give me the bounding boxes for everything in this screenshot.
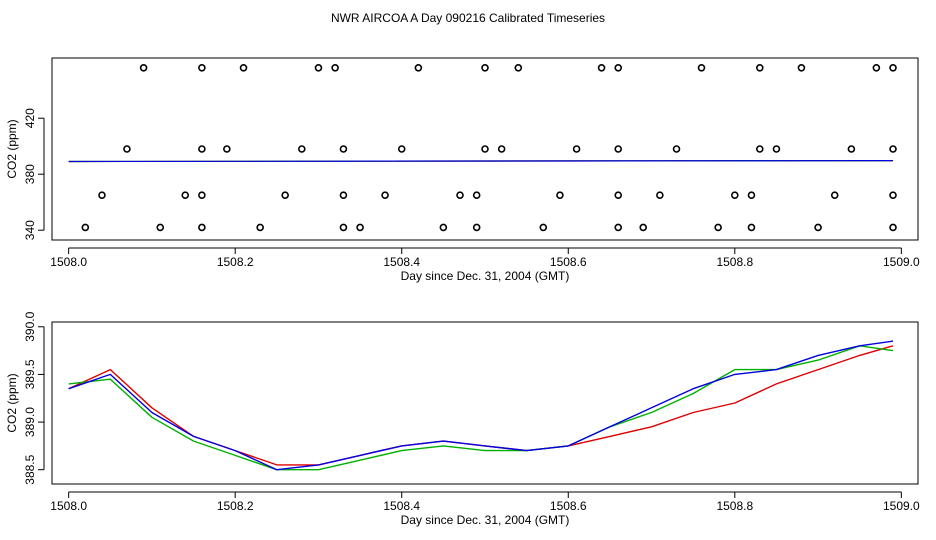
x-tick-label: 1508.8 xyxy=(716,499,753,513)
data-point xyxy=(339,223,348,232)
data-point xyxy=(539,223,548,232)
data-point xyxy=(256,223,264,232)
series-line-blue xyxy=(68,340,894,471)
bottom-panel: 1508.0 1508.2 1508.4 1508.6 1508.8 1509.0 Day … xyxy=(5,311,920,527)
data-point xyxy=(889,191,897,199)
x-tick-label: 1508.2 xyxy=(217,255,254,269)
data-point xyxy=(298,145,306,153)
data-point xyxy=(656,191,664,199)
x-tick-label: 1508.4 xyxy=(383,255,420,269)
data-point xyxy=(797,64,806,72)
data-point xyxy=(697,64,706,72)
data-point xyxy=(597,64,606,72)
data-point xyxy=(439,223,448,232)
data-point xyxy=(397,145,406,153)
y-axis-label: CO2 (ppm) xyxy=(5,373,19,432)
y-tick-label: 390.0 xyxy=(23,311,37,341)
data-point xyxy=(414,64,423,72)
data-point xyxy=(714,223,722,232)
y-tick-label: 388.5 xyxy=(23,454,37,484)
x-tick-label: 1508.2 xyxy=(217,499,254,513)
top-panel: 1508.0 1508.2 1508.4 1508.6 1508.8 1509.0 Day … xyxy=(5,57,920,283)
x-axis-label: Day since Dec. 31, 2004 (GMT) xyxy=(401,269,570,283)
x-tick-label: 1509.0 xyxy=(883,255,920,269)
data-point xyxy=(223,145,231,153)
x-axis-label: Day since Dec. 31, 2004 (GMT) xyxy=(401,513,570,527)
data-point xyxy=(889,223,897,232)
data-point xyxy=(181,191,190,199)
data-point xyxy=(198,145,206,153)
data-point xyxy=(747,191,756,199)
data-point xyxy=(123,145,131,153)
data-point xyxy=(572,145,581,153)
data-point xyxy=(755,145,764,153)
data-point xyxy=(339,145,348,153)
data-point xyxy=(156,223,165,232)
y-tick-label: 380 xyxy=(23,164,37,184)
data-point xyxy=(497,145,506,153)
plot-frame xyxy=(51,57,919,241)
data-point xyxy=(81,223,90,232)
y-axis-label: CO2 (ppm) xyxy=(5,119,19,178)
data-point xyxy=(614,191,623,199)
data-point xyxy=(281,191,289,199)
data-point xyxy=(847,145,856,153)
data-point xyxy=(481,145,489,153)
series-line-blue xyxy=(68,160,894,163)
data-point xyxy=(381,191,389,199)
data-point xyxy=(198,223,206,232)
data-point xyxy=(889,64,897,72)
series-line-green xyxy=(68,345,894,471)
data-point xyxy=(356,223,364,232)
data-point xyxy=(456,191,464,199)
data-point xyxy=(747,223,756,232)
data-point xyxy=(772,145,781,153)
x-tick-label: 1508.4 xyxy=(383,499,420,513)
x-tick-label: 1508.0 xyxy=(50,499,87,513)
chart-title: NWR AIRCOA A Day 090216 Calibrated Times… xyxy=(331,11,605,25)
data-point xyxy=(472,223,481,232)
data-point xyxy=(481,64,489,72)
plot-frame xyxy=(51,321,919,485)
data-point xyxy=(314,64,323,72)
x-tick-label: 1508.8 xyxy=(716,255,753,269)
data-point xyxy=(731,191,739,199)
x-tick-label: 1508.0 xyxy=(50,255,87,269)
data-point xyxy=(639,223,648,232)
data-point xyxy=(672,145,681,153)
data-point xyxy=(139,64,148,72)
data-point xyxy=(755,64,764,72)
y-tick-label: 389.5 xyxy=(23,359,37,389)
y-tick-label: 340 xyxy=(23,220,37,240)
data-point xyxy=(889,145,897,153)
x-tick-label: 1508.6 xyxy=(550,255,587,269)
data-point xyxy=(339,191,348,199)
y-tick-label: 420 xyxy=(23,108,37,128)
data-point xyxy=(198,64,206,72)
data-point xyxy=(556,191,564,199)
x-tick-label: 1509.0 xyxy=(883,499,920,513)
data-point xyxy=(872,64,881,72)
data-point xyxy=(830,191,839,199)
data-point xyxy=(472,191,481,199)
data-point xyxy=(614,145,623,153)
data-point xyxy=(814,223,822,232)
data-point xyxy=(614,64,623,72)
data-point xyxy=(331,64,339,72)
data-point xyxy=(239,64,248,72)
x-tick-label: 1508.6 xyxy=(550,499,587,513)
data-point xyxy=(514,64,523,72)
data-point xyxy=(98,191,106,199)
y-tick-label: 389.0 xyxy=(23,407,37,437)
data-point xyxy=(614,223,623,232)
data-point xyxy=(198,191,206,199)
